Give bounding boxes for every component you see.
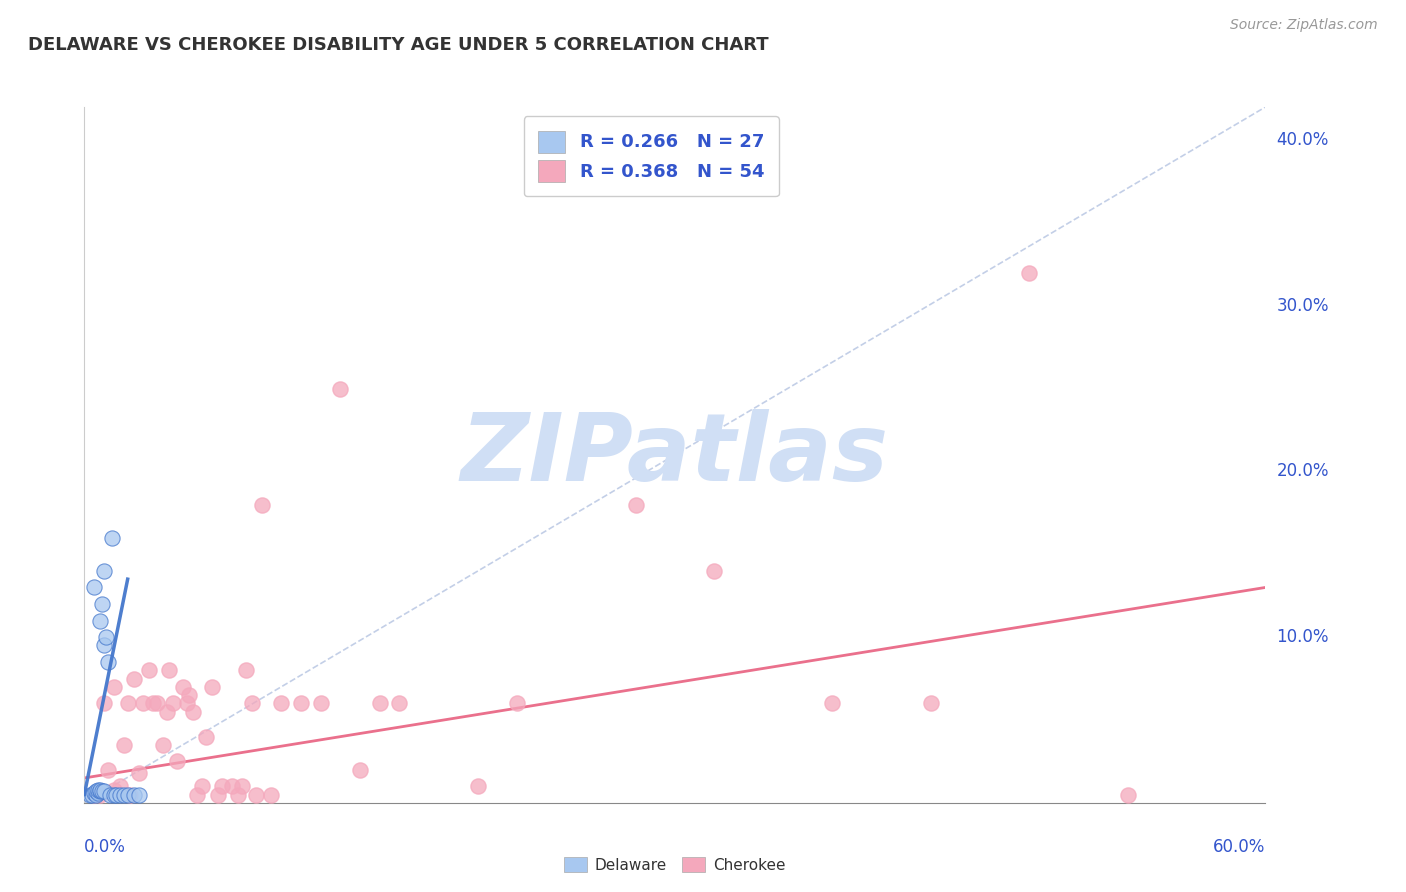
Text: 30.0%: 30.0% [1277, 297, 1329, 315]
Point [1116, 788, 1139, 802]
Point [166, 755, 188, 769]
Point [108, 788, 131, 802]
Point [368, 697, 391, 711]
Text: 40.0%: 40.0% [1277, 131, 1329, 149]
Point [118, 788, 141, 802]
Point [221, 779, 243, 793]
Point [93, 697, 115, 711]
Point [93, 784, 115, 798]
Point [146, 697, 169, 711]
Point [142, 697, 165, 711]
Point [388, 697, 411, 711]
Point [290, 697, 312, 711]
Point [101, 531, 124, 545]
Point [201, 680, 224, 694]
Point [235, 663, 257, 677]
Point [176, 697, 198, 711]
Legend: Delaware, Cherokee: Delaware, Cherokee [558, 850, 792, 879]
Point [270, 697, 292, 711]
Point [1018, 266, 1040, 280]
Point [83, 788, 105, 802]
Point [624, 498, 647, 512]
Point [260, 788, 283, 802]
Point [191, 779, 214, 793]
Text: 10.0%: 10.0% [1277, 628, 1329, 646]
Point [97, 763, 120, 777]
Point [250, 498, 273, 512]
Point [84, 788, 107, 802]
Point [89, 782, 111, 797]
Point [195, 730, 218, 744]
Point [157, 663, 180, 677]
Point [112, 788, 135, 802]
Point [84, 784, 107, 798]
Point [98, 788, 121, 802]
Point [94, 630, 117, 644]
Point [920, 697, 942, 711]
Point [117, 697, 139, 711]
Point [117, 788, 139, 802]
Point [97, 655, 120, 669]
Point [103, 782, 125, 797]
Point [112, 738, 135, 752]
Point [103, 788, 125, 802]
Point [104, 788, 127, 802]
Point [186, 788, 208, 802]
Text: DELAWARE VS CHEROKEE DISABILITY AGE UNDER 5 CORRELATION CHART: DELAWARE VS CHEROKEE DISABILITY AGE UNDE… [28, 36, 769, 54]
Point [181, 705, 204, 719]
Point [703, 564, 725, 578]
Point [91, 784, 114, 798]
Point [79, 788, 101, 802]
Point [93, 564, 115, 578]
Point [122, 788, 145, 802]
Text: 60.0%: 60.0% [1213, 838, 1265, 855]
Point [162, 697, 184, 711]
Point [821, 697, 844, 711]
Point [467, 779, 489, 793]
Point [156, 705, 179, 719]
Point [128, 788, 150, 802]
Point [240, 697, 263, 711]
Text: Source: ZipAtlas.com: Source: ZipAtlas.com [1230, 18, 1378, 32]
Point [91, 597, 114, 611]
Text: 20.0%: 20.0% [1277, 462, 1329, 481]
Text: ZIPatlas: ZIPatlas [461, 409, 889, 501]
Point [87, 786, 110, 800]
Point [506, 697, 529, 711]
Point [226, 788, 249, 802]
Point [329, 382, 352, 396]
Point [103, 680, 125, 694]
Point [128, 766, 150, 780]
Point [89, 614, 111, 628]
Point [349, 763, 371, 777]
Text: 0.0%: 0.0% [84, 838, 127, 855]
Point [211, 779, 233, 793]
Point [89, 788, 111, 802]
Point [83, 581, 105, 595]
Point [132, 697, 155, 711]
Point [83, 786, 105, 800]
Point [309, 697, 332, 711]
Point [231, 779, 253, 793]
Point [122, 672, 145, 686]
Point [207, 788, 229, 802]
Point [245, 788, 267, 802]
Point [93, 639, 115, 653]
Point [172, 680, 194, 694]
Point [108, 779, 131, 793]
Point [82, 788, 104, 802]
Point [87, 782, 110, 797]
Point [177, 688, 200, 702]
Point [152, 738, 174, 752]
Point [138, 663, 160, 677]
Point [89, 784, 111, 798]
